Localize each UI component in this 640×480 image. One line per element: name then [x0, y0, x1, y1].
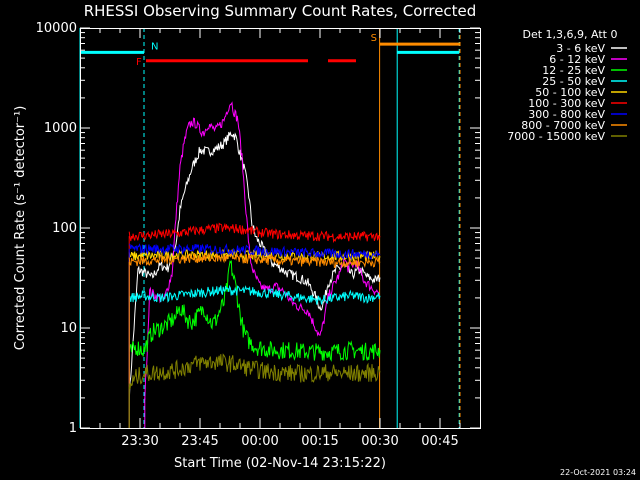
legend-label: 300 - 800 keV [528, 108, 605, 121]
x-tick-label: 23:30 [121, 434, 158, 449]
series-line-5 [128, 222, 381, 244]
series-line-2 [128, 260, 381, 362]
chart-title: RHESSI Observing Summary Count Rates, Co… [84, 2, 477, 20]
flag-night-label: N [151, 41, 158, 52]
series-line-8 [128, 353, 381, 389]
series-layer [128, 101, 381, 428]
footer-timestamp: 22-Oct-2021 03:24 [560, 468, 636, 477]
legend-label: 800 - 7000 keV [521, 119, 605, 132]
x-tick-label: 00:30 [361, 434, 398, 449]
x-axis-label: Start Time (02-Nov-14 23:15:22) [174, 456, 386, 471]
series-line-7 [128, 252, 381, 269]
legend-label: 3 - 6 keV [556, 42, 605, 55]
legend-label: 6 - 12 keV [549, 53, 605, 66]
y-tick-label: 10 [60, 321, 77, 336]
legend-label: 25 - 50 keV [542, 75, 605, 88]
flag-saa-label: S [371, 33, 377, 44]
series-line-1 [144, 101, 381, 400]
flags-layer: N S F [79, 28, 461, 428]
legend-header: Det 1,3,6,9, Att 0 [523, 28, 618, 41]
flag-flare-label: F [136, 57, 142, 68]
legend-label: 7000 - 15000 keV [507, 130, 605, 143]
y-tick-label: 100 [52, 221, 77, 236]
x-tick-label: 00:00 [241, 434, 278, 449]
x-tick-label: 00:45 [421, 434, 458, 449]
series-line-6 [128, 243, 381, 261]
y-tick-label: 1000 [44, 121, 77, 136]
y-tick-label: 1 [69, 421, 77, 436]
legend-label: 12 - 25 keV [542, 64, 605, 77]
y-axis-ticks: 1 10 100 1000 10000 [36, 21, 480, 436]
y-tick-label: 10000 [36, 21, 77, 36]
legend-label: 50 - 100 keV [535, 86, 605, 99]
series-line-3 [128, 284, 381, 305]
y-axis-label: Corrected Count Rate (s⁻¹ detector⁻¹) [13, 106, 28, 351]
x-axis-ticks: 23:30 23:45 00:00 00:15 00:30 00:45 [99, 28, 461, 449]
plot-frame [80, 28, 481, 429]
x-tick-label: 23:45 [181, 434, 218, 449]
legend-label: 100 - 300 keV [528, 97, 605, 110]
x-tick-label: 00:15 [301, 434, 338, 449]
